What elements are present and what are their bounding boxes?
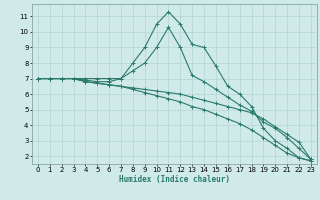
X-axis label: Humidex (Indice chaleur): Humidex (Indice chaleur) (119, 175, 230, 184)
